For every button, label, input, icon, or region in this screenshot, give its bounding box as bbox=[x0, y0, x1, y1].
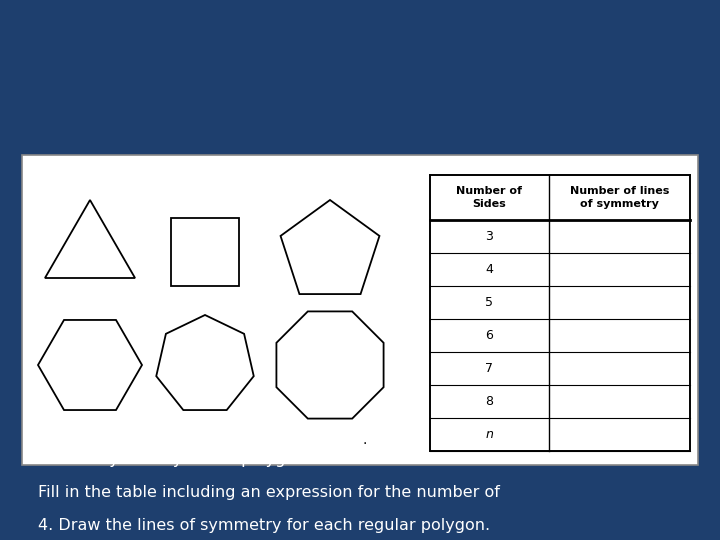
Text: Number of lines
of symmetry: Number of lines of symmetry bbox=[570, 186, 669, 209]
FancyBboxPatch shape bbox=[22, 155, 698, 465]
Text: 3: 3 bbox=[485, 230, 493, 243]
Text: 8: 8 bbox=[485, 395, 493, 408]
Text: Fill in the table including an expression for the number of: Fill in the table including an expressio… bbox=[38, 485, 500, 500]
Text: lines of symmetry in a: lines of symmetry in a bbox=[38, 452, 222, 467]
Text: Number of
Sides: Number of Sides bbox=[456, 186, 523, 209]
Text: .: . bbox=[363, 433, 367, 447]
Text: 4. Draw the lines of symmetry for each regular polygon.: 4. Draw the lines of symmetry for each r… bbox=[38, 518, 490, 533]
Text: 6: 6 bbox=[485, 329, 493, 342]
FancyBboxPatch shape bbox=[430, 175, 690, 451]
Text: 5: 5 bbox=[485, 296, 493, 309]
Text: 4: 4 bbox=[485, 263, 493, 276]
Text: n: n bbox=[176, 452, 186, 467]
Text: - sided polygon.: - sided polygon. bbox=[182, 452, 311, 467]
Text: 7: 7 bbox=[485, 362, 493, 375]
Text: n: n bbox=[485, 428, 493, 441]
